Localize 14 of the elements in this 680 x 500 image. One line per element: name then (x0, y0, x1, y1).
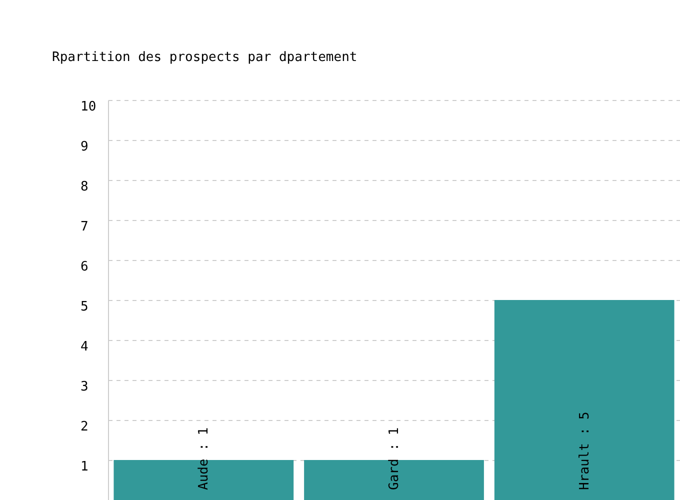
y-tick-label: 10 (80, 100, 96, 114)
data-label: Gard : 1 (387, 427, 402, 490)
y-tick-label: 6 (80, 260, 88, 274)
y-tick-label: 9 (80, 140, 88, 154)
y-tick-label: 1 (80, 460, 88, 474)
y-tick-label: 7 (80, 220, 88, 234)
data-label: Aude : 1 (196, 427, 212, 490)
y-tick-label: 8 (80, 180, 88, 194)
chart-title: Rpartition des prospects par dpartement (52, 50, 358, 65)
y-tick-label: 3 (80, 380, 88, 394)
y-tick-label: 5 (80, 300, 88, 314)
y-tick-label: 4 (80, 340, 88, 354)
data-label: Hrault : 5 (577, 412, 592, 490)
y-tick-label: 2 (80, 420, 88, 434)
